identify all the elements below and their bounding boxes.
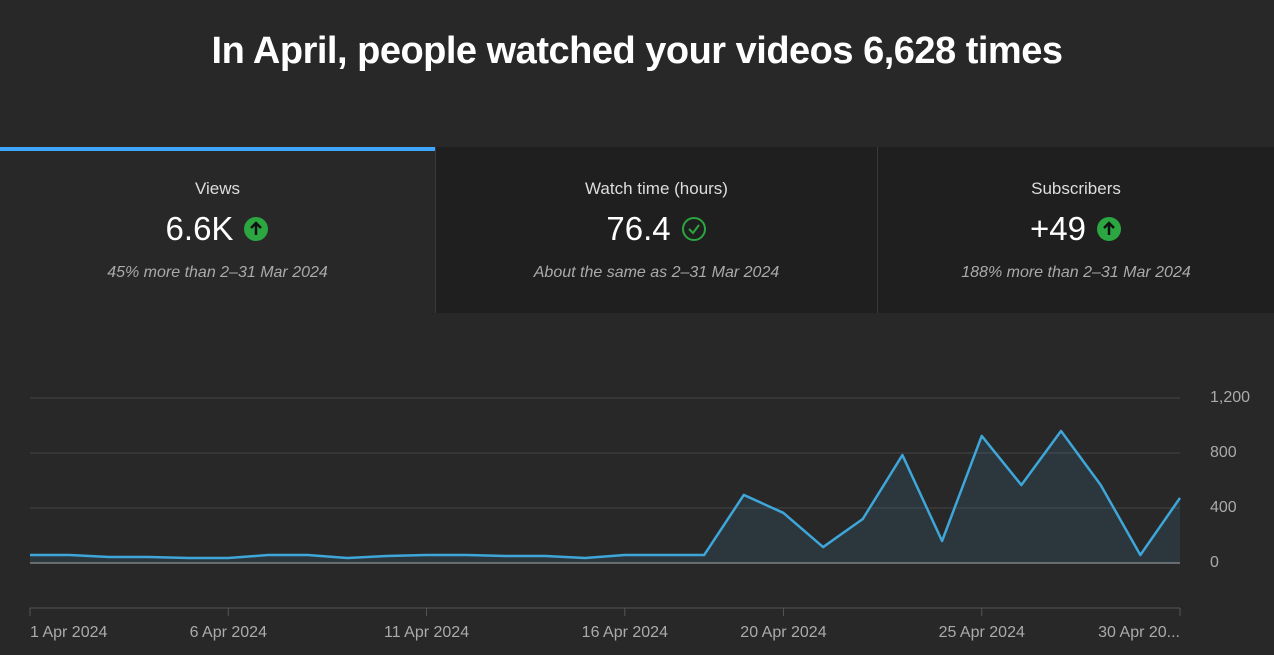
y-tick-label: 1,200 xyxy=(1210,389,1250,406)
metric-value: +49 xyxy=(1030,210,1086,247)
metric-tabs: Views 6.6K 45% more than 2–31 Mar 2024 W… xyxy=(0,147,1274,313)
area xyxy=(30,431,1180,563)
metric-value: 6.6K xyxy=(165,210,234,247)
metric-tab[interactable]: Subscribers +49 188% more than 2–31 Mar … xyxy=(877,147,1274,313)
up-icon xyxy=(1096,217,1121,241)
up-icon xyxy=(244,217,269,241)
metric-comparison: 45% more than 2–31 Mar 2024 xyxy=(107,264,328,281)
x-tick-label: 25 Apr 2024 xyxy=(939,624,1025,641)
line xyxy=(30,429,1182,560)
x-tick-label: 1 Apr 2024 xyxy=(30,624,108,641)
metric-tab[interactable]: Views 6.6K 45% more than 2–31 Mar 2024 xyxy=(0,147,435,313)
x-tick-label: 11 Apr 2024 xyxy=(384,624,469,641)
metric-comparison: About the same as 2–31 Mar 2024 xyxy=(533,264,780,281)
x-tick-label: 6 Apr 2024 xyxy=(190,624,268,641)
check-icon xyxy=(681,217,706,241)
page-title: In April, people watched your videos 6,6… xyxy=(211,30,1063,72)
y-tick-label: 0 xyxy=(1210,554,1219,571)
metric-label: Views xyxy=(194,179,241,198)
y-tick-label: 400 xyxy=(1210,499,1237,516)
metric-label: Subscribers xyxy=(1031,179,1121,198)
y-tick-label: 800 xyxy=(1210,444,1237,461)
metric-label: Watch time (hours) xyxy=(585,179,728,198)
x-tick-label: 20 Apr 2024 xyxy=(740,624,826,641)
x-tick-label: 16 Apr 2024 xyxy=(582,624,668,641)
metric-value: 76.4 xyxy=(606,210,671,247)
x-tick-label: 30 Apr 20... xyxy=(1098,624,1180,641)
metric-tab[interactable]: Watch time (hours) 76.4 About the same a… xyxy=(435,147,877,313)
metric-comparison: 188% more than 2–31 Mar 2024 xyxy=(961,264,1191,281)
